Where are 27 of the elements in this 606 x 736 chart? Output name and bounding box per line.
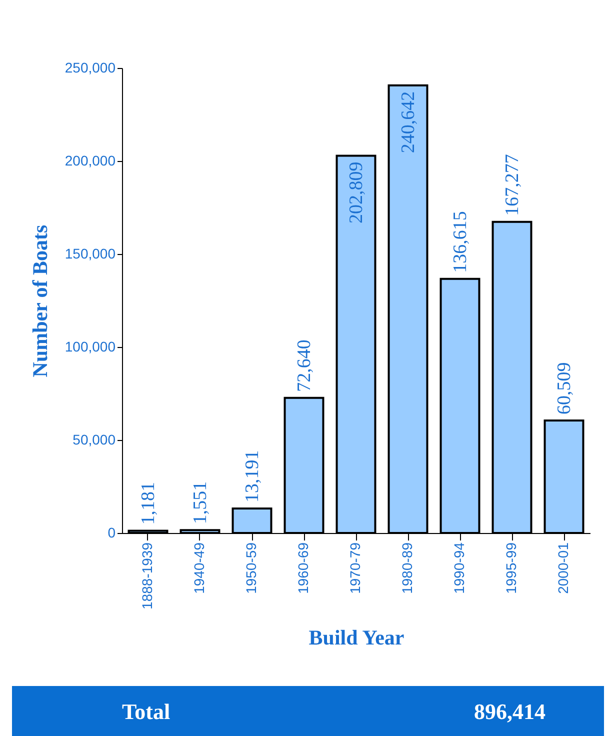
data-label: 240,642 <box>398 91 419 154</box>
x-tick-label: 1990-94 <box>451 542 467 594</box>
y-tick-label: 250,000 <box>64 60 116 76</box>
y-tick-label: 0 <box>108 524 116 540</box>
data-label: 167,277 <box>502 154 523 216</box>
data-label: 72,640 <box>294 340 315 392</box>
y-tick-label: 100,000 <box>64 338 116 354</box>
x-tick-label: 1960-69 <box>295 542 311 594</box>
x-tick-label: 2000-01 <box>555 542 571 594</box>
data-label: 136,615 <box>450 211 471 273</box>
x-tick-label: 1940-49 <box>191 542 207 594</box>
data-label: 13,191 <box>242 450 263 502</box>
data-label: 60,509 <box>554 362 575 414</box>
y-tick-label: 200,000 <box>64 152 116 168</box>
footer-strip: Total 896,414 <box>12 686 604 736</box>
x-tick-label: 1888-1939 <box>139 542 155 610</box>
x-tick-label: 1950-59 <box>243 542 259 594</box>
data-label: 202,809 <box>346 162 367 224</box>
data-label: 1,551 <box>190 481 211 524</box>
x-tick-label: 1980-89 <box>399 542 415 594</box>
data-label: 1,181 <box>138 482 159 525</box>
x-tick-label: 1995-99 <box>503 542 519 594</box>
x-tick-label: 1970-79 <box>347 542 363 594</box>
x-axis-title: Build Year <box>308 625 404 650</box>
y-tick-label: 150,000 <box>64 246 116 262</box>
y-tick-label: 50,000 <box>72 432 116 448</box>
y-axis-title: Number of Boats <box>28 224 52 378</box>
